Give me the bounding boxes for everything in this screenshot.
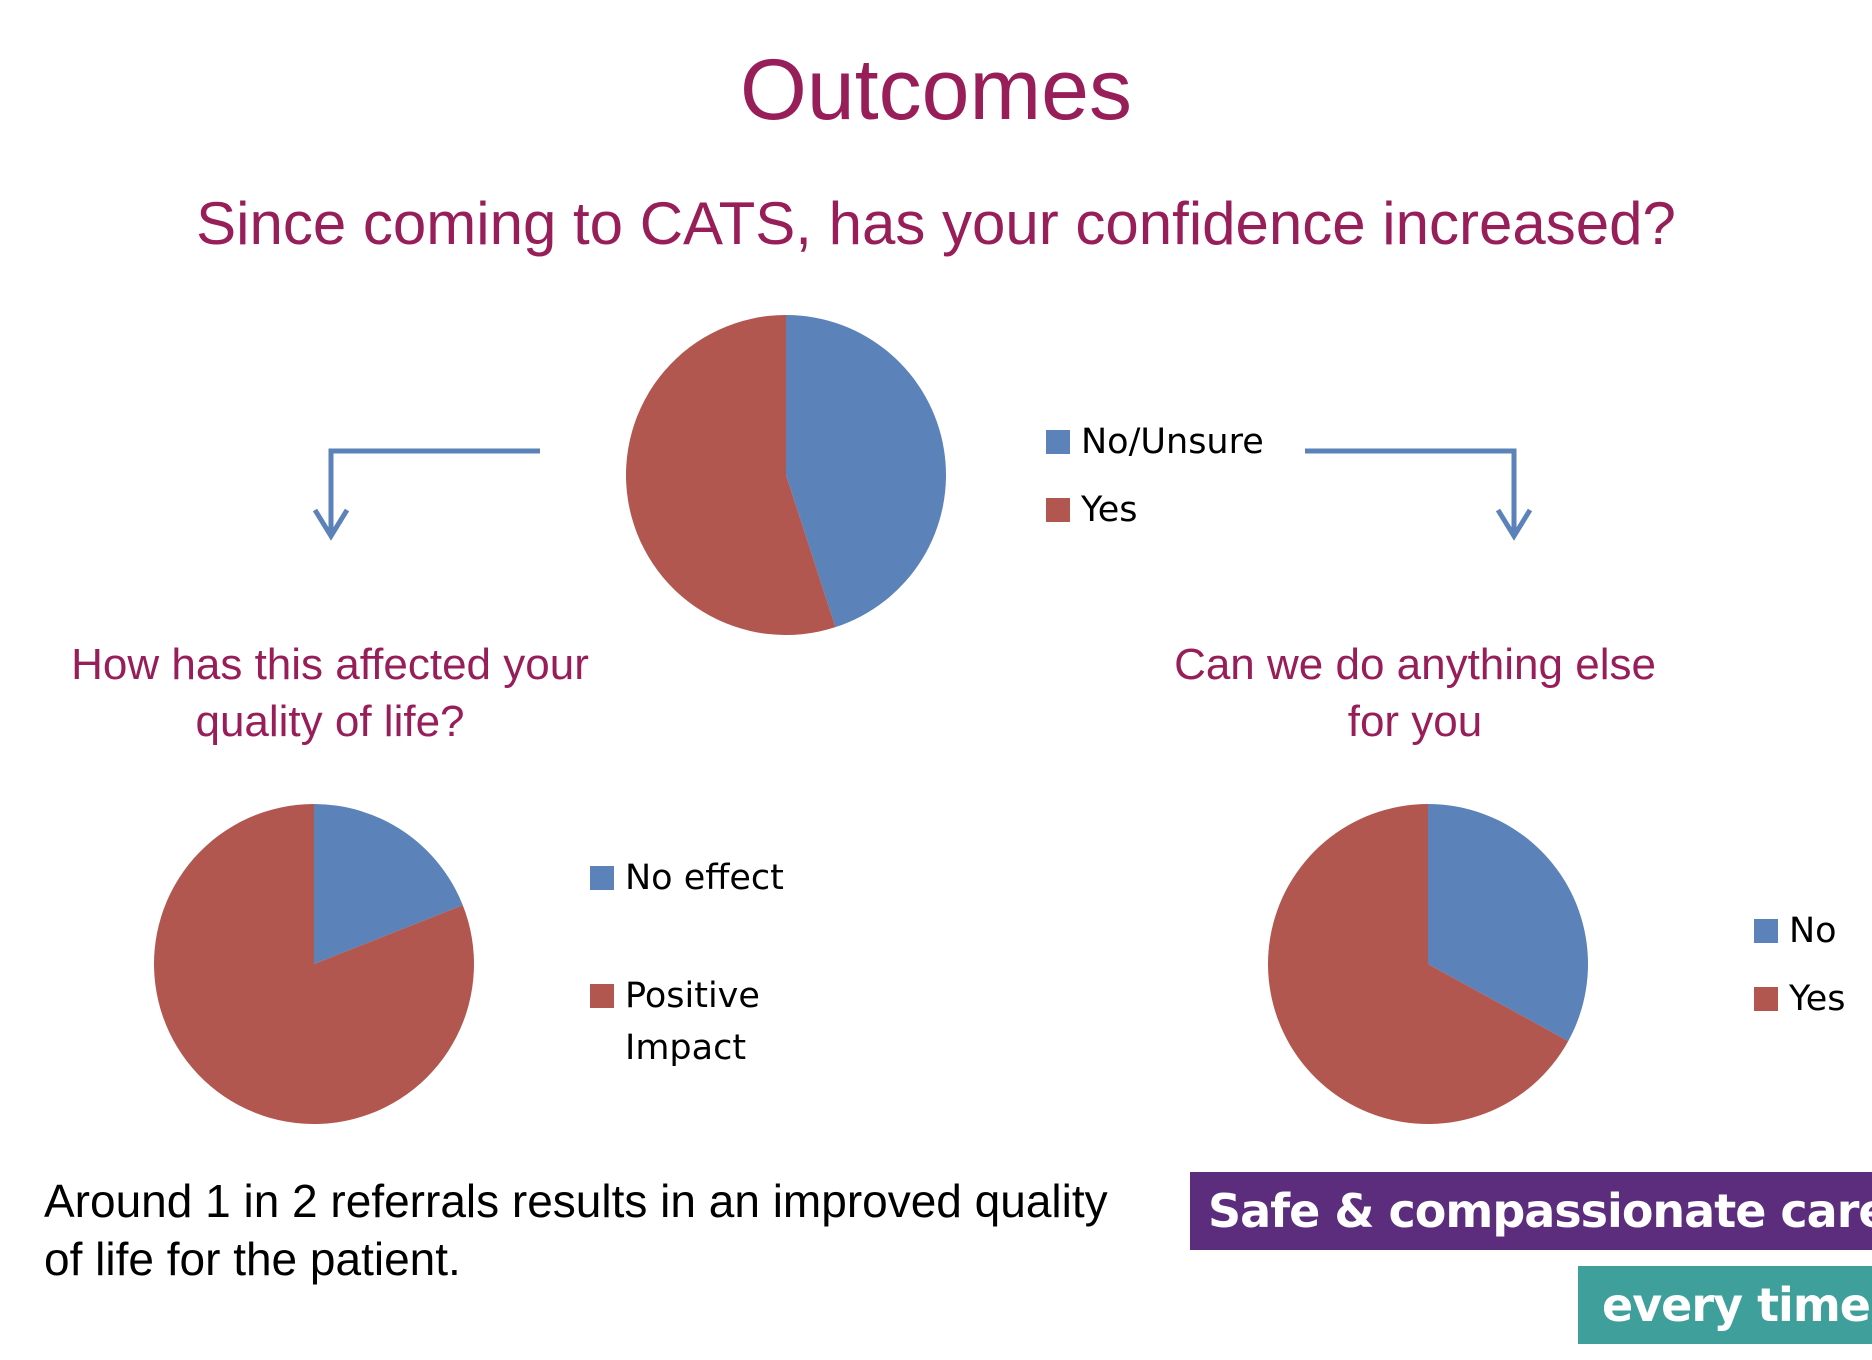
legend-label: No/Unsure (1081, 422, 1264, 462)
anything-else-legend: No Yes (1754, 905, 1864, 1035)
pie-slice-yes (626, 315, 836, 635)
left-question-line: quality of life? (195, 697, 465, 746)
footnote-line: of life for the patient. (44, 1233, 461, 1285)
pie-slice-no-unsure (786, 315, 947, 628)
pie-slice-yes (1268, 804, 1569, 1124)
legend-label: Positive (625, 976, 760, 1016)
right-question-line: Can we do anything else (1174, 640, 1656, 689)
anything-else-pie-chart (1268, 804, 1589, 1124)
right-arrow-icon (1305, 448, 1533, 541)
legend-label: No (1789, 911, 1837, 951)
legend-swatch-blue (1046, 430, 1070, 454)
right-question-line: for you (1347, 697, 1483, 746)
quality-of-life-pie-chart (153, 804, 474, 1124)
page-title: Outcomes (740, 42, 1132, 138)
legend-label: Yes (1789, 979, 1846, 1019)
legend-label: No effect (625, 858, 784, 898)
confidence-legend: No/Unsure Yes (1046, 416, 1346, 546)
right-question: Can we do anything else for you (1100, 636, 1730, 750)
footnote-line: Around 1 in 2 referrals results in an im… (44, 1175, 1108, 1227)
legend-label: Impact (625, 1028, 747, 1068)
footnote-text: Around 1 in 2 referrals results in an im… (44, 1172, 1184, 1288)
legend-swatch-red (590, 984, 614, 1008)
legend-swatch-red (1046, 498, 1070, 522)
legend-swatch-red (1754, 987, 1778, 1011)
legend-label: Yes (1081, 490, 1138, 530)
quality-of-life-legend: No effect Positive Impact (590, 852, 850, 1072)
pie-slice-no-effect (314, 804, 463, 964)
confidence-pie-chart (626, 315, 947, 635)
pie-slice-no (1428, 804, 1589, 1042)
page-subtitle: Since coming to CATS, has your confidenc… (196, 190, 1676, 257)
left-question-line: How has this affected your (71, 640, 589, 689)
pie-slice-positive-impact (153, 804, 474, 1124)
left-question: How has this affected your quality of li… (20, 636, 640, 750)
legend-swatch-blue (1754, 919, 1778, 943)
legend-swatch-blue (590, 866, 614, 890)
banner-slogan-bottom: every time (1578, 1266, 1872, 1344)
banner-slogan-top: Safe & compassionate care, (1190, 1172, 1872, 1250)
left-arrow-icon (312, 448, 540, 541)
